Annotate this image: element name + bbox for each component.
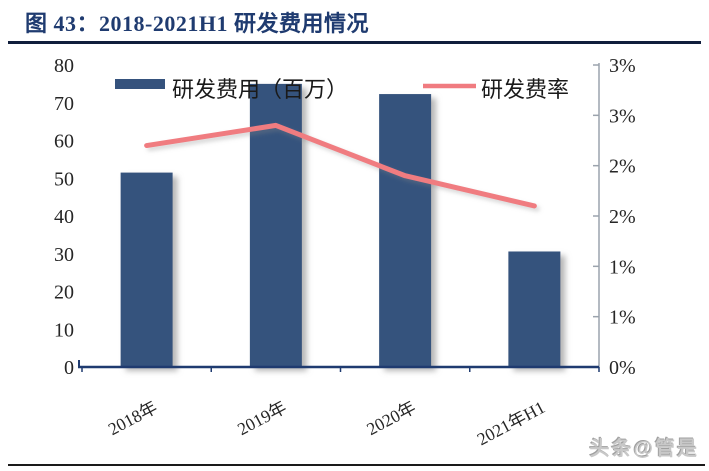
left-axis-label: 70 [54,93,74,115]
bar-2021年H1 [508,251,561,367]
x-axis-label-2018年: 2018年 [105,397,161,439]
x-axis-label-2020年: 2020年 [363,397,419,439]
right-axis-label: 3% [609,105,636,127]
left-axis-label: 0 [64,357,74,379]
combo-chart: 3% 3% 2% 2% 1% 1% 0% 0 10 20 30 40 50 60 70 80 2018年 2019… [54,55,636,449]
right-axis-label: 2% [609,206,636,228]
left-axis-label: 30 [54,244,74,266]
left-axis-label: 40 [54,206,74,228]
watermark: 头条@管是 [589,438,699,460]
left-axis-label: 20 [54,282,74,304]
x-axis-label-2021年H1: 2021年H1 [474,397,549,449]
footer-rule [8,464,705,466]
legend-bar-swatch [115,79,165,89]
right-axis-label: 3% [609,55,636,77]
right-axis-label: 1% [609,256,636,278]
legend-line-label: 研发费率 [481,77,569,102]
rate-line [144,122,537,209]
left-axis-label: 10 [54,319,74,341]
x-axis-label-2019年: 2019年 [234,397,290,439]
bar-2018年 [120,172,173,367]
title-underline [8,41,701,44]
left-axis-label: 50 [54,168,74,190]
right-axis-label: 1% [609,307,636,329]
left-axis-label: 80 [54,55,74,77]
right-axis-label: 0% [609,357,636,379]
legend-bar-label: 研发费用（百万） [172,77,348,102]
right-axis-label: 2% [609,156,636,178]
left-axis-label: 60 [54,131,74,153]
figure-title: 图 43：2018-2021H1 研发费用情况 [25,11,369,36]
bar-2020年 [379,94,432,367]
